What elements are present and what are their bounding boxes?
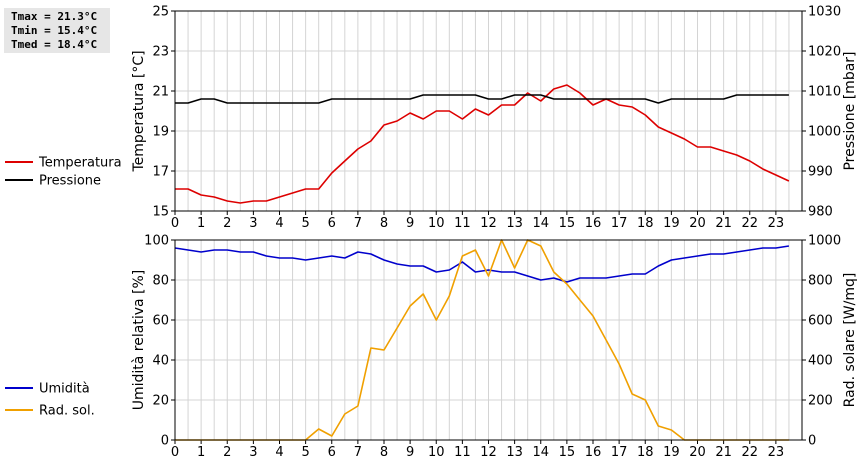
y-axis-label-right: Rad. solare [W/mq] (842, 273, 858, 408)
x-tick-label: 9 (406, 445, 414, 460)
x-tick-label: 7 (354, 216, 362, 231)
x-tick-label: 16 (585, 216, 602, 231)
x-tick-label: 8 (380, 216, 388, 231)
x-tick-label: 21 (715, 216, 732, 231)
legend-label: Rad. sol. (39, 404, 95, 419)
x-tick-label: 3 (249, 445, 257, 460)
x-tick-label: 6 (328, 216, 336, 231)
legend-label: Temperatura (38, 156, 122, 171)
series-line-0-1 (175, 94, 789, 104)
y-tick-label-right: 400 (808, 354, 833, 369)
x-tick-label: 20 (689, 445, 706, 460)
y-tick-label-right: 1000 (808, 125, 841, 140)
x-tick-label: 15 (559, 445, 576, 460)
stats-box: Tmax = 21.3°C Tmin = 15.4°C Tmed = 18.4°… (4, 8, 110, 53)
x-tick-label: 0 (171, 216, 179, 231)
x-tick-label: 17 (611, 216, 628, 231)
y-axis-label-left: Umidità relativa [%] (131, 270, 147, 411)
x-tick-label: 11 (454, 445, 471, 460)
x-tick-label: 14 (532, 216, 549, 231)
y-tick-label-left: 0 (161, 434, 169, 449)
y-tick-label-right: 200 (808, 394, 833, 409)
x-tick-label: 18 (637, 445, 654, 460)
x-tick-label: 2 (223, 445, 231, 460)
x-tick-label: 5 (301, 216, 309, 231)
x-tick-label: 22 (741, 216, 758, 231)
x-tick-label: 4 (275, 216, 283, 231)
y-tick-label-left: 19 (152, 125, 169, 140)
x-tick-label: 10 (428, 216, 445, 231)
y-tick-label-right: 1030 (808, 5, 841, 20)
plot-frame-1 (174, 239, 803, 441)
x-tick-label: 16 (585, 445, 602, 460)
x-tick-label: 7 (354, 445, 362, 460)
series-line-1-0 (174, 245, 790, 283)
y-tick-label-left: 15 (152, 205, 169, 220)
tmax-label: Tmax = 21.3°C (11, 10, 98, 23)
y-tick-label-right: 1020 (808, 45, 841, 60)
legend-label: Umidità (39, 382, 90, 397)
y-tick-label-left: 100 (144, 234, 169, 249)
legend-label: Pressione (39, 174, 101, 189)
x-tick-label: 19 (663, 445, 680, 460)
y-tick-label-left: 40 (152, 354, 169, 369)
y-axis-label-left: Temperatura [°C] (131, 50, 147, 172)
x-tick-label: 9 (406, 216, 414, 231)
x-tick-label: 15 (559, 216, 576, 231)
x-tick-label: 4 (275, 445, 283, 460)
y-tick-label-left: 21 (152, 85, 169, 100)
x-tick-label: 22 (741, 445, 758, 460)
x-tick-label: 5 (301, 445, 309, 460)
y-tick-label-right: 1000 (808, 234, 841, 249)
x-tick-label: 19 (663, 216, 680, 231)
x-tick-label: 23 (768, 216, 785, 231)
y-tick-label-left: 23 (152, 45, 169, 60)
y-tick-label-left: 20 (152, 394, 169, 409)
x-tick-label: 11 (454, 216, 471, 231)
x-tick-label: 12 (480, 445, 497, 460)
x-tick-label: 23 (768, 445, 785, 460)
x-tick-label: 2 (223, 216, 231, 231)
y-tick-label-right: 980 (808, 205, 833, 220)
x-tick-label: 8 (380, 445, 388, 460)
y-tick-label-right: 800 (808, 274, 833, 289)
x-tick-label: 13 (506, 216, 523, 231)
x-tick-label: 20 (689, 216, 706, 231)
tmin-label: Tmin = 15.4°C (11, 24, 98, 37)
y-tick-label-right: 0 (808, 434, 816, 449)
y-tick-label-left: 17 (152, 165, 169, 180)
series-line-0-0 (175, 84, 790, 204)
x-tick-label: 1 (197, 216, 205, 231)
x-tick-label: 18 (637, 216, 654, 231)
plot-frame-0 (174, 10, 803, 212)
y-tick-label-left: 60 (152, 314, 169, 329)
x-tick-label: 1 (197, 445, 205, 460)
y-tick-label-right: 1010 (808, 85, 841, 100)
x-tick-label: 17 (611, 445, 628, 460)
x-tick-label: 13 (506, 445, 523, 460)
y-tick-label-left: 25 (152, 5, 169, 20)
y-tick-label-right: 990 (808, 165, 833, 180)
x-tick-label: 14 (532, 445, 549, 460)
y-tick-label-right: 600 (808, 314, 833, 329)
x-tick-label: 0 (171, 445, 179, 460)
x-tick-label: 21 (715, 445, 732, 460)
x-tick-label: 6 (328, 445, 336, 460)
x-tick-label: 3 (249, 216, 257, 231)
x-tick-label: 10 (428, 445, 445, 460)
tmed-label: Tmed = 18.4°C (11, 38, 98, 51)
y-tick-label-left: 80 (152, 274, 169, 289)
y-axis-label-right: Pressione [mbar] (842, 51, 858, 170)
x-tick-label: 12 (480, 216, 497, 231)
